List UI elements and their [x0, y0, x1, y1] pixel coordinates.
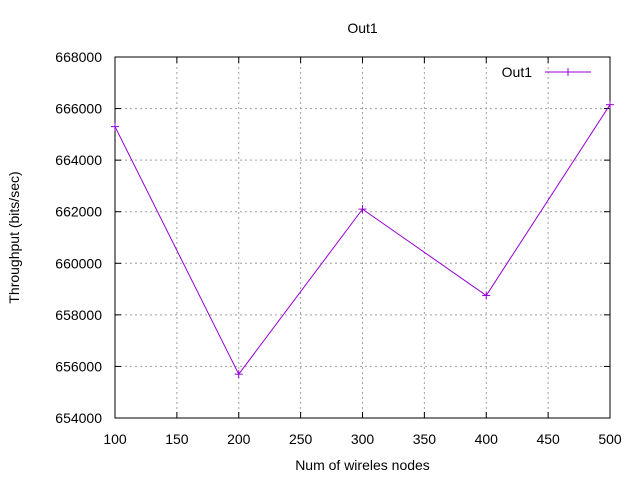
series-out1 [111, 100, 614, 379]
data-point [482, 291, 491, 300]
y-tick-label: 662000 [55, 204, 102, 220]
x-tick-label: 100 [103, 431, 127, 447]
y-tick-label: 668000 [55, 49, 102, 65]
x-tick-label: 500 [598, 431, 622, 447]
x-tick-label: 150 [165, 431, 189, 447]
x-tick-label: 250 [289, 431, 313, 447]
x-tick-label: 350 [413, 431, 437, 447]
y-tick-label: 666000 [55, 101, 102, 117]
x-axis-label: Num of wireles nodes [295, 457, 430, 473]
data-point [358, 205, 367, 214]
y-tick-label: 654000 [55, 410, 102, 426]
data-point [606, 100, 614, 109]
y-tick-label: 658000 [55, 307, 102, 323]
axis-ticks [114, 56, 611, 419]
x-tick-label: 300 [351, 431, 375, 447]
data-point [234, 370, 243, 379]
y-axis-label: Throughput (bits/sec) [6, 171, 22, 303]
data-point [111, 122, 119, 131]
chart-title: Out1 [347, 20, 378, 36]
legend-label-out1: Out1 [502, 64, 533, 80]
legend-marker-out1 [564, 68, 572, 76]
x-tick-label: 200 [227, 431, 251, 447]
y-tick-label: 656000 [55, 358, 102, 374]
y-tick-labels: 654000 656000 658000 660000 662000 664000 6660… [55, 49, 102, 426]
x-tick-labels: 100 150 200 250 300 350 400 450 500 [103, 431, 622, 447]
grid [115, 57, 610, 418]
y-tick-label: 664000 [55, 152, 102, 168]
y-tick-label: 660000 [55, 255, 102, 271]
legend: Out1 [502, 64, 591, 80]
legend-marker-plus [564, 68, 572, 76]
x-tick-label: 450 [536, 431, 560, 447]
x-tick-label: 400 [475, 431, 499, 447]
